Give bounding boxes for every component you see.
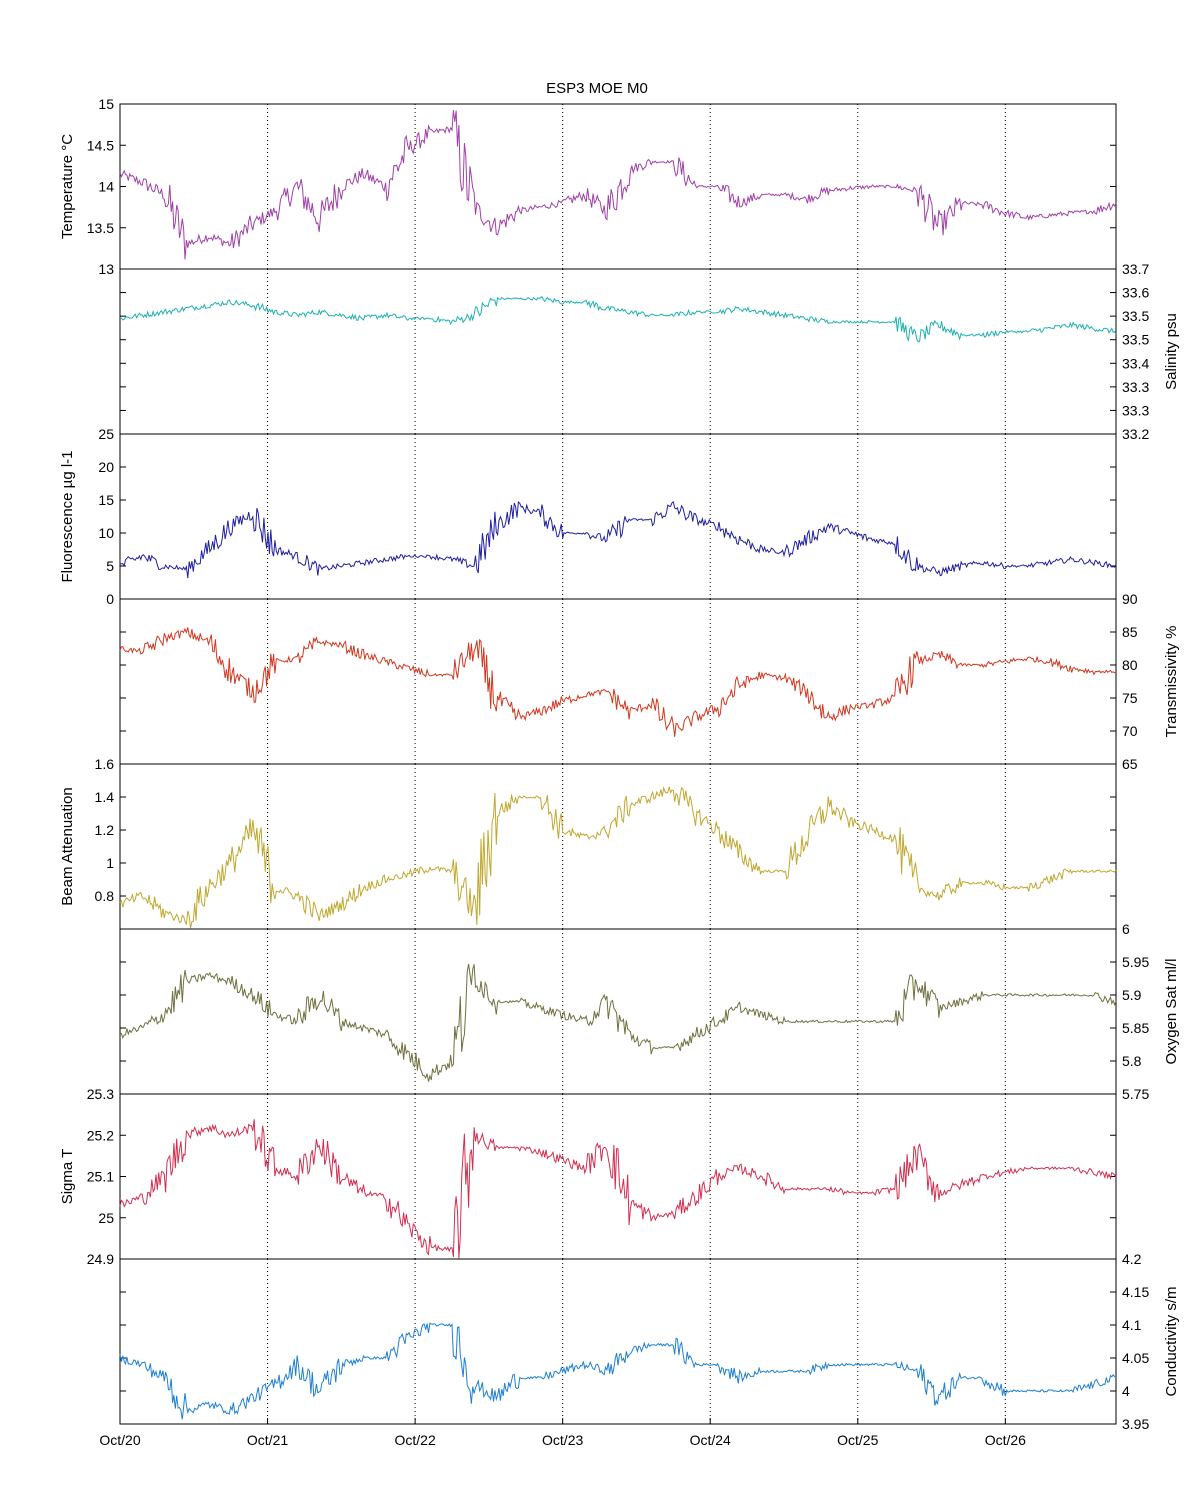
series-line [119,110,1117,260]
y-tick-label: 4 [1122,1383,1130,1399]
x-tick-label: Oct/22 [394,1432,435,1448]
y-tick-label: 5.95 [1122,954,1149,970]
y-tick-label: 4.15 [1122,1284,1149,1300]
panel-2: 33.2 33.3 33.3 33.4 33.5 33.5 33.6 33.7 Salinity… [119,261,1180,442]
y-tick-label: 1 [106,855,114,871]
y-tick-label: 33.5 [1122,308,1149,324]
y-tick-label: 25.3 [87,1086,114,1102]
y-tick-label: 1.4 [95,789,115,805]
y-tick-label: 1.6 [95,756,115,772]
panel-7: 24.9 25 25.1 25.2 25.3 Sigma T [59,1086,1117,1267]
panel-frame [119,1093,1117,1260]
x-axis-tick-labels: Oct/20 Oct/21 Oct/22 Oct/23 Oct/24 Oct/25 Oct/… [99,1418,1026,1448]
panel-frame [119,268,1117,435]
panel-frame [119,763,1117,930]
y-tick-label: 6 [1122,921,1130,937]
panel-frame [119,598,1117,765]
y-tick-label: 33.7 [1122,261,1149,277]
y-tick-label: 0.8 [95,888,115,904]
x-tick-label: Oct/23 [542,1432,583,1448]
y-tick-label: 13.5 [87,220,114,236]
y-tick-label: 1.2 [95,822,115,838]
y-tick-label: 5 [106,558,114,574]
y-tick-label: 33.4 [1122,355,1149,371]
y-tick-label: 70 [1122,723,1138,739]
panel-1: 13 13.5 14 14.5 15 Temperature °C [59,96,1117,277]
y-tick-label: 25.2 [87,1127,114,1143]
panel-frame [119,433,1117,600]
panel-6: 5.75 5.8 5.85 5.9 5.95 6 Oxygen Sat ml/l [119,921,1180,1102]
y-tick-label: 25.1 [87,1169,114,1185]
x-tick-label: Oct/24 [690,1432,731,1448]
y-tick-label: 4.05 [1122,1350,1149,1366]
series-line [119,1119,1117,1259]
y-tick-label: 13 [98,261,114,277]
y-axis-label: Salinity psu [1163,313,1180,390]
y-tick-label: 15 [98,96,114,112]
x-tick-label: Oct/21 [247,1432,288,1448]
panel-4: 65 70 75 80 85 90 Transmissivity % [119,591,1180,772]
y-axis-label: Sigma T [59,1149,76,1205]
y-tick-label: 80 [1122,657,1138,673]
y-tick-label: 15 [98,492,114,508]
y-tick-label: 14.5 [87,137,114,153]
y-tick-label: 0 [106,591,114,607]
figure-title: ESP3 MOE M0 [546,80,648,97]
series-line [119,786,1117,929]
y-tick-label: 25 [98,1210,114,1226]
x-tick-label: Oct/26 [985,1432,1026,1448]
panel-5: 0.8 1 1.2 1.4 1.6 Beam Attenuation [59,756,1117,930]
y-tick-label: 5.8 [1122,1053,1142,1069]
y-tick-label: 5.9 [1122,987,1142,1003]
y-tick-label: 75 [1122,690,1138,706]
panel-frame [119,1258,1117,1425]
series-line [119,295,1117,343]
y-axis-label: Beam Attenuation [59,787,76,905]
series-line [119,500,1117,579]
y-tick-label: 33.2 [1122,426,1149,442]
y-tick-label: 25 [98,426,114,442]
y-tick-label: 4.1 [1122,1317,1142,1333]
y-tick-label: 24.9 [87,1251,114,1267]
y-tick-label: 5.75 [1122,1086,1149,1102]
y-tick-label: 33.3 [1122,402,1149,418]
y-tick-label: 90 [1122,591,1138,607]
y-tick-label: 85 [1122,624,1138,640]
y-tick-label: 14 [98,179,114,195]
y-axis-label: Transmissivity % [1163,626,1180,738]
y-tick-label: 33.6 [1122,285,1149,301]
panel-8: 3.95 4 4.05 4.1 4.15 4.2 Conductivity s/m [119,1251,1180,1432]
y-tick-label: 33.5 [1122,332,1149,348]
y-tick-label: 20 [98,459,114,475]
y-axis-label: Oxygen Sat ml/l [1163,959,1180,1065]
y-axis-label: Fluorescence µg l-1 [59,450,76,582]
y-tick-label: 5.85 [1122,1020,1149,1036]
y-tick-label: 3.95 [1122,1416,1149,1432]
y-tick-label: 4.2 [1122,1251,1142,1267]
y-axis-label: Conductivity s/m [1163,1286,1180,1396]
series-line [119,1322,1117,1420]
panel-3: 0 5 10 15 20 25 Fluorescence µg l-1 [59,426,1117,607]
x-tick-label: Oct/25 [837,1432,878,1448]
y-tick-label: 10 [98,525,114,541]
y-tick-label: 65 [1122,756,1138,772]
panel-frame [119,928,1117,1095]
y-axis-label: Temperature °C [59,134,76,239]
series-line [119,964,1117,1082]
y-tick-label: 33.3 [1122,379,1149,395]
x-tick-label: Oct/20 [99,1432,140,1448]
series-line [119,627,1117,737]
